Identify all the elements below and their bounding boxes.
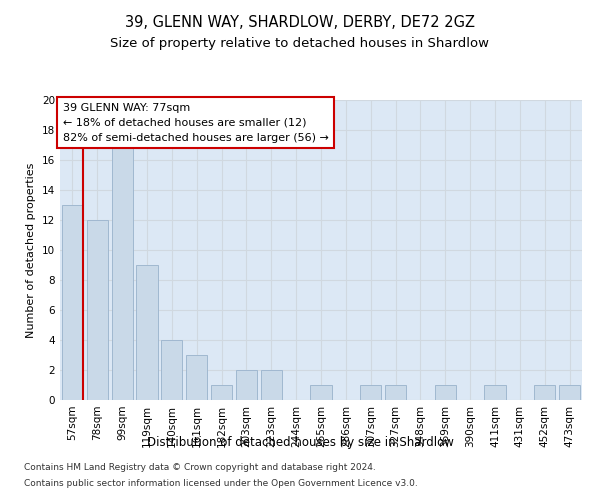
Bar (385, 385, 406, 400)
Y-axis label: Number of detached properties: Number of detached properties (26, 162, 37, 338)
Text: Contains HM Land Registry data © Crown copyright and database right 2024.: Contains HM Land Registry data © Crown c… (24, 464, 376, 472)
Bar (211, 385, 232, 400)
Bar (484, 385, 506, 400)
Text: Distribution of detached houses by size in Shardlow: Distribution of detached houses by size … (146, 436, 454, 449)
Bar (112, 145, 133, 400)
Bar (261, 370, 282, 400)
Bar (62, 205, 83, 400)
Bar (136, 265, 158, 400)
Bar (559, 385, 580, 400)
Text: Contains public sector information licensed under the Open Government Licence v3: Contains public sector information licen… (24, 478, 418, 488)
Bar (360, 385, 381, 400)
Bar (186, 355, 207, 400)
Bar (435, 385, 456, 400)
Text: 39 GLENN WAY: 77sqm
← 18% of detached houses are smaller (12)
82% of semi-detach: 39 GLENN WAY: 77sqm ← 18% of detached ho… (62, 103, 328, 142)
Text: Size of property relative to detached houses in Shardlow: Size of property relative to detached ho… (110, 38, 490, 51)
Bar (534, 385, 555, 400)
Bar (310, 385, 332, 400)
Bar (161, 340, 182, 400)
Text: 39, GLENN WAY, SHARDLOW, DERBY, DE72 2GZ: 39, GLENN WAY, SHARDLOW, DERBY, DE72 2GZ (125, 15, 475, 30)
Bar (87, 220, 108, 400)
Bar (236, 370, 257, 400)
